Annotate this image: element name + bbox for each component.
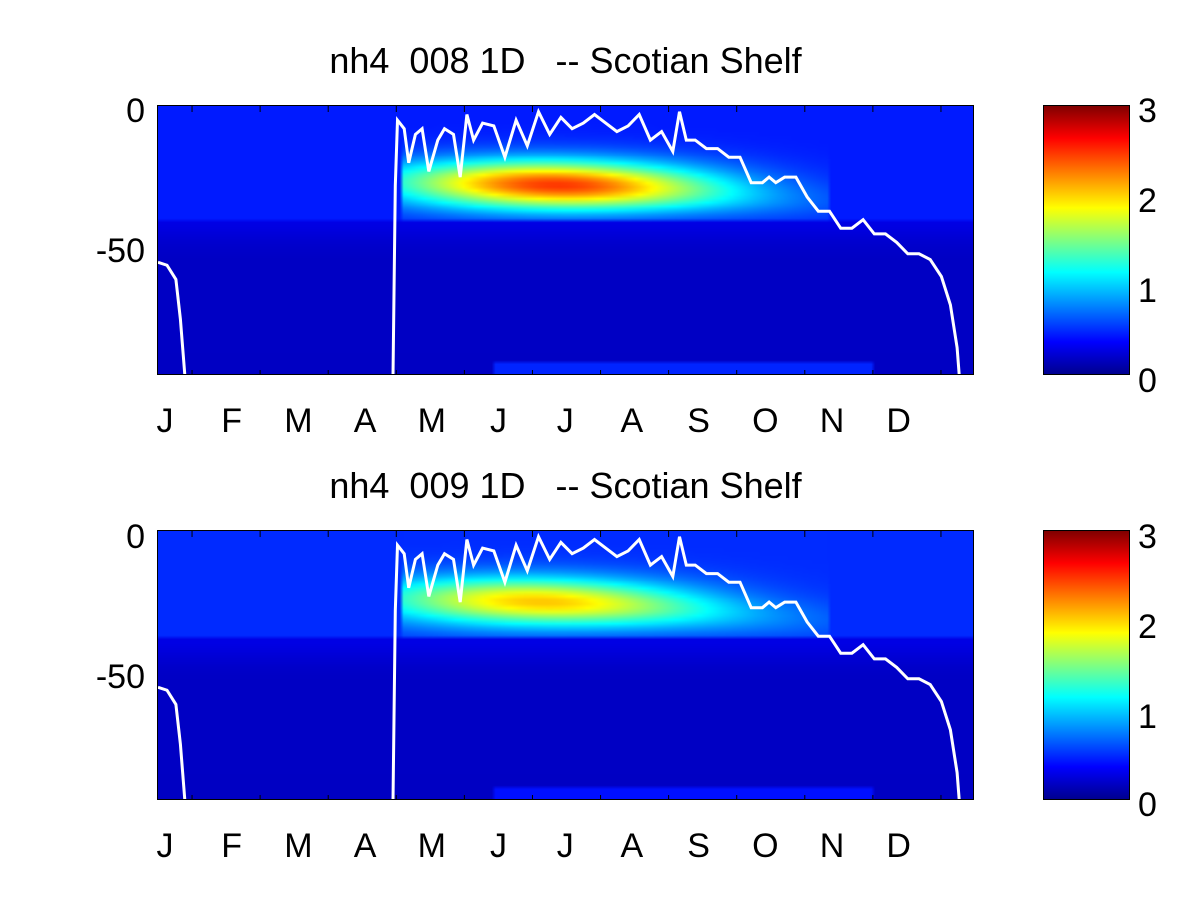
heatmap-plot	[157, 530, 974, 800]
colorbar	[1043, 530, 1130, 800]
colorbar-tick-label: 1	[1138, 272, 1157, 310]
x-tick-label: M	[417, 827, 446, 865]
x-tick-label: J	[556, 827, 574, 865]
chart-title: nh4 009 1D -- Scotian Shelf	[329, 465, 802, 506]
x-tick-label: O	[752, 827, 779, 865]
heatmap-field	[158, 531, 973, 799]
colorbar-tick-label: 1	[1138, 698, 1157, 736]
x-tick-label: A	[620, 827, 644, 865]
x-tick-label: S	[687, 402, 710, 440]
mixed-layer-line	[158, 107, 961, 374]
x-tick-label: M	[284, 827, 313, 865]
colorbar-tick-label: 0	[1138, 362, 1157, 400]
mixed-layer-line	[158, 532, 961, 799]
x-tick-label: F	[221, 827, 243, 865]
x-tick-label: J	[156, 827, 174, 865]
heatmap-field	[158, 106, 973, 374]
x-tick-label: J	[490, 827, 507, 865]
x-tick-label: M	[284, 402, 313, 440]
chart-title: nh4 008 1D -- Scotian Shelf	[329, 40, 802, 81]
mixed-layer-svg	[158, 531, 961, 799]
x-tick-label: J	[490, 402, 507, 440]
x-tick-label: A	[620, 402, 644, 440]
colorbar-tick-label: 0	[1138, 786, 1157, 824]
colorbar-tick-label: 2	[1138, 182, 1157, 220]
heatmap-plot	[157, 105, 974, 375]
colorbar	[1043, 105, 1130, 375]
colorbar-tick-label: 3	[1138, 92, 1157, 130]
y-tick-label: 0	[126, 92, 145, 130]
colorbar-tick-label: 2	[1138, 608, 1157, 646]
x-tick-label: J	[156, 402, 174, 440]
x-tick-label: A	[353, 827, 377, 865]
x-tick-label: D	[886, 402, 911, 440]
y-tick-label: -50	[95, 232, 145, 270]
colorbar-tick-label: 3	[1138, 518, 1157, 556]
x-tick-label: N	[819, 402, 845, 440]
x-tick-label: D	[886, 827, 911, 865]
x-tick-label: N	[819, 827, 845, 865]
x-tick-label: O	[752, 402, 779, 440]
y-tick-label: 0	[126, 518, 145, 556]
mixed-layer-svg	[158, 106, 961, 374]
x-tick-label: M	[417, 402, 446, 440]
x-tick-label: F	[221, 402, 243, 440]
y-tick-label: -50	[95, 658, 145, 696]
x-tick-label: A	[353, 402, 377, 440]
x-tick-label: J	[556, 402, 574, 440]
x-tick-label: S	[687, 827, 710, 865]
